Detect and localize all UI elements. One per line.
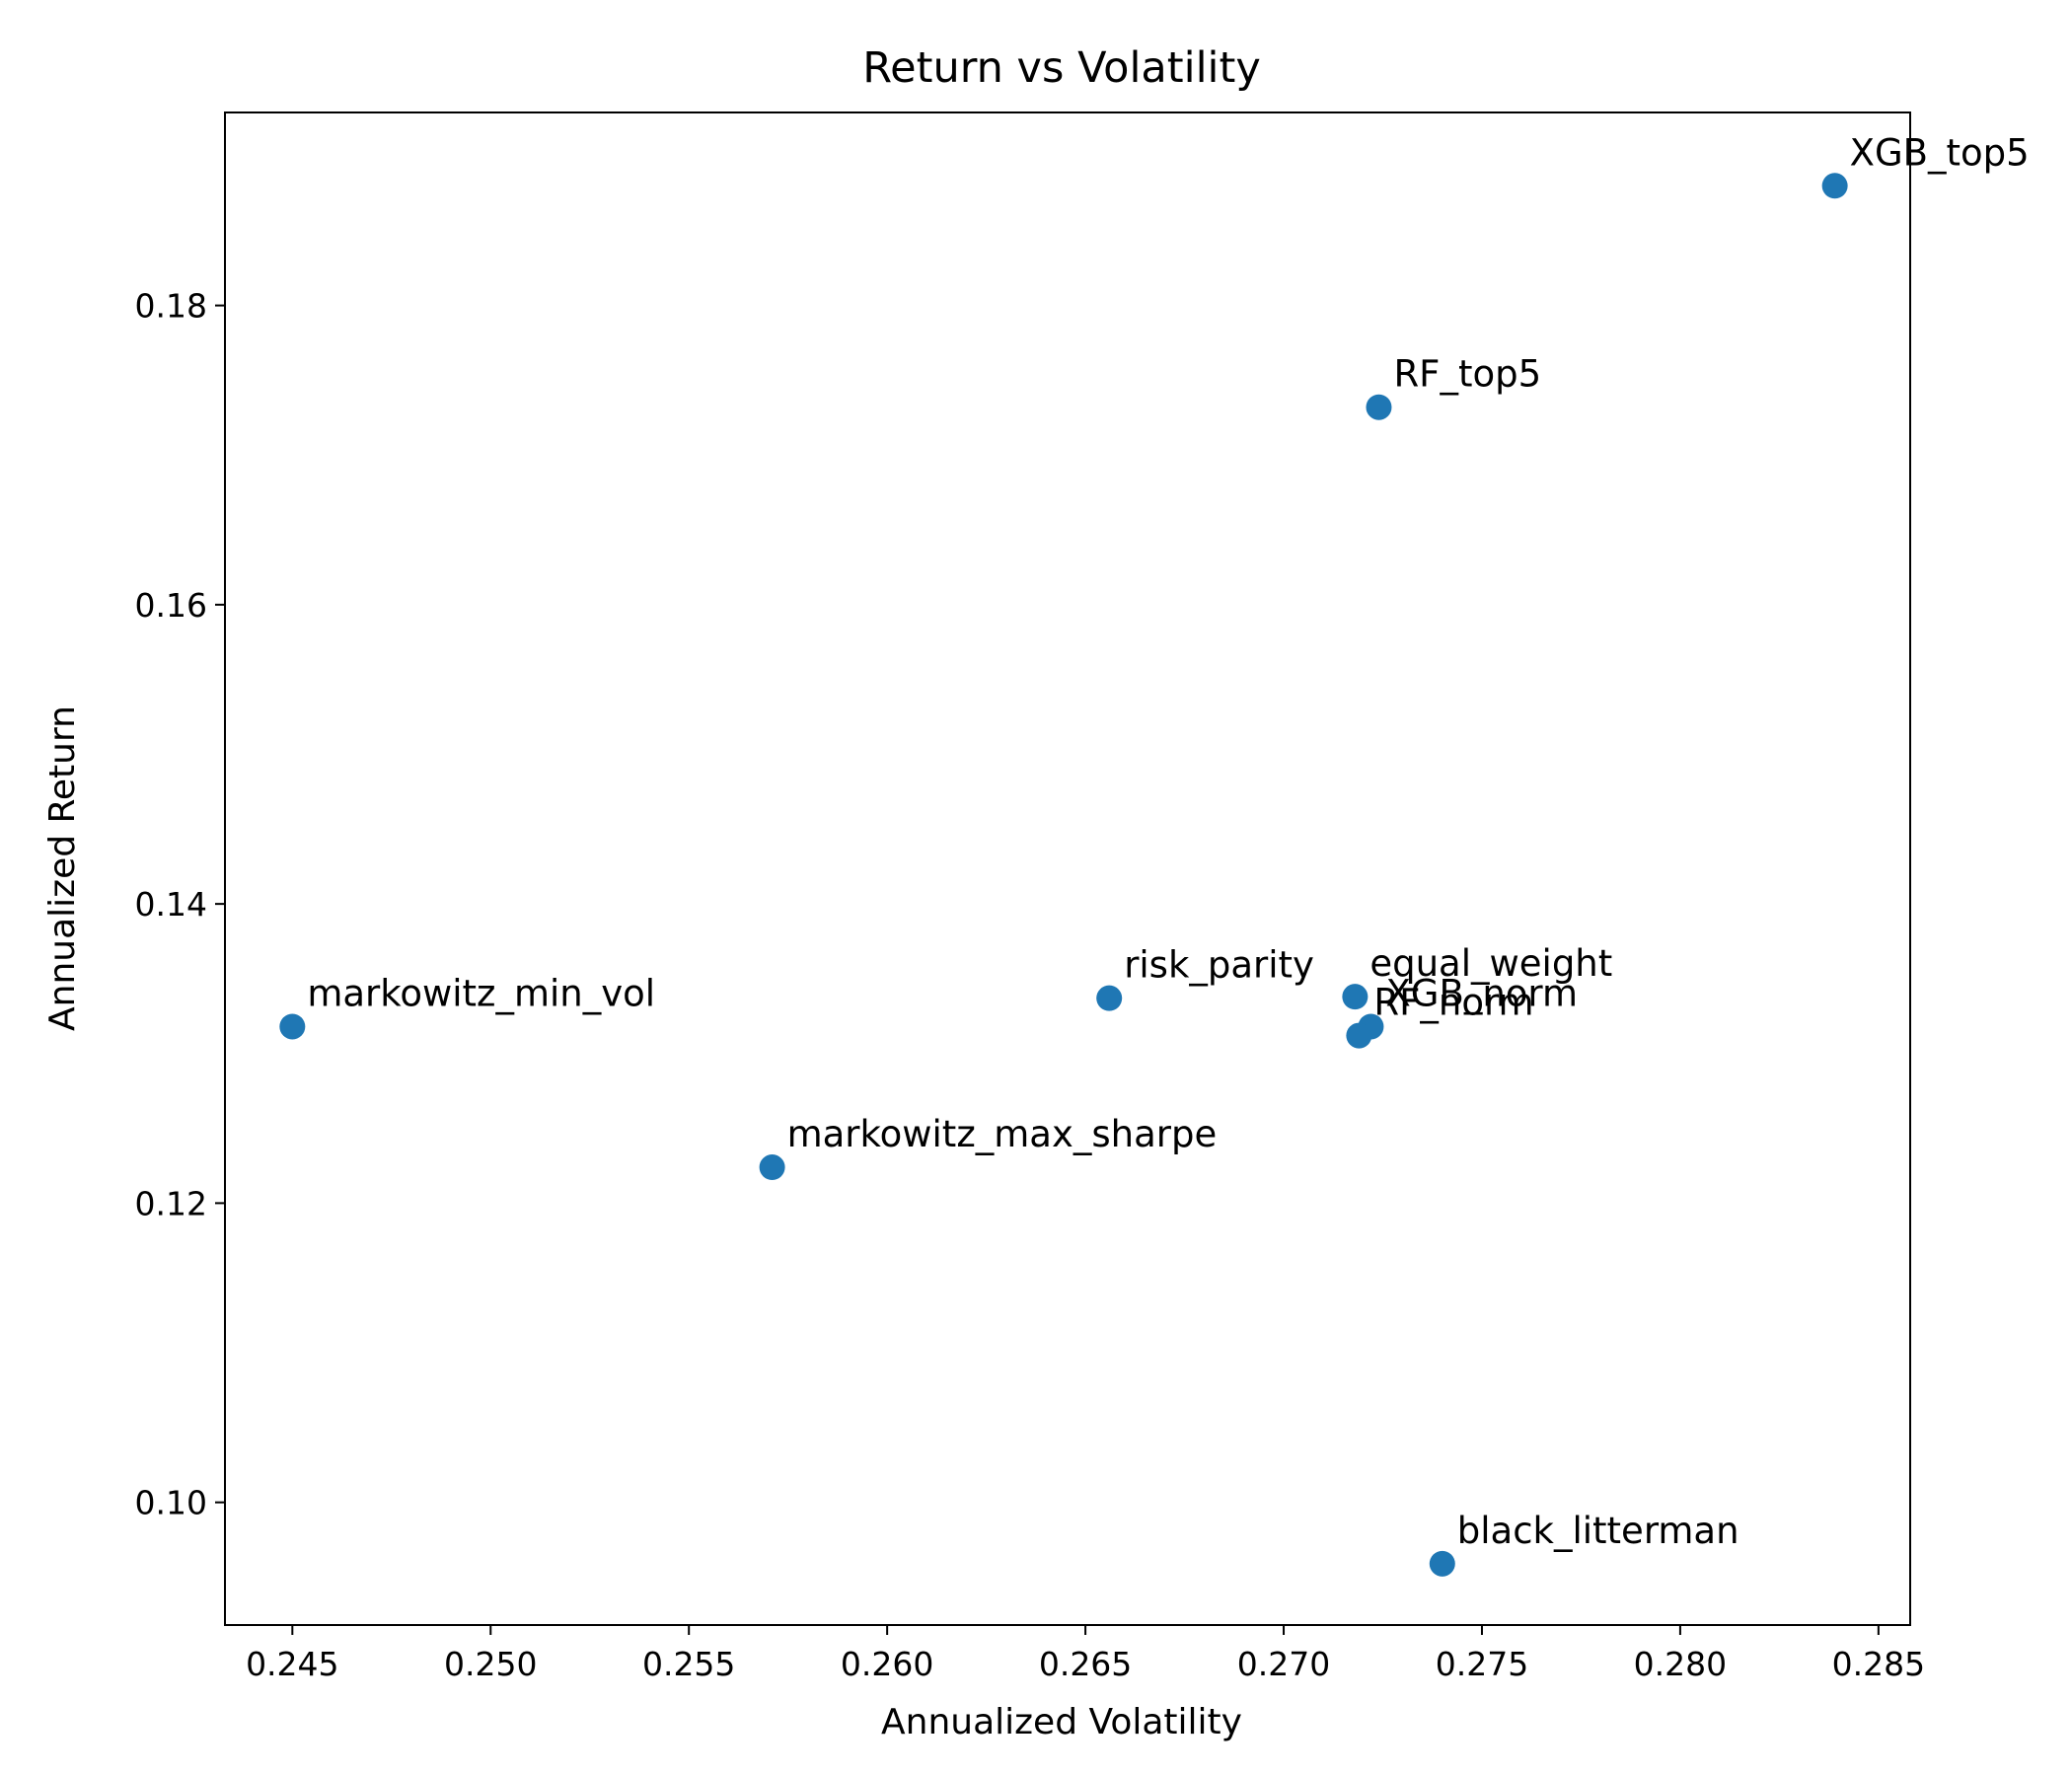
y-tick-label: 0.12 <box>135 1184 207 1222</box>
x-tick-label: 0.280 <box>1634 1645 1727 1683</box>
point-label: markowitz_max_sharpe <box>787 1113 1218 1155</box>
point-label: RF_top5 <box>1393 353 1541 396</box>
point-label: risk_parity <box>1124 944 1314 987</box>
x-tick-label: 0.265 <box>1039 1645 1132 1683</box>
x-axis-label: Annualized Volatility <box>881 1702 1242 1742</box>
x-tick-label: 0.260 <box>841 1645 933 1683</box>
scatter-point <box>1366 394 1392 420</box>
plot-frame <box>224 111 1911 1626</box>
scatter-point <box>279 1013 306 1040</box>
point-label: RF_norm <box>1373 982 1533 1024</box>
x-tick-label: 0.255 <box>642 1645 735 1683</box>
scatter-point <box>1096 985 1123 1011</box>
x-tick-label: 0.285 <box>1832 1645 1925 1683</box>
point-label: markowitz_min_vol <box>307 972 655 1014</box>
scatter-point <box>1821 173 1848 199</box>
x-tick-label: 0.275 <box>1436 1645 1528 1683</box>
y-tick-label: 0.14 <box>135 885 207 924</box>
scatter-point <box>1429 1550 1455 1577</box>
y-tick-label: 0.18 <box>135 287 207 326</box>
x-tick-label: 0.270 <box>1237 1645 1330 1683</box>
scatter-point <box>1346 1022 1372 1049</box>
chart-title: Return vs Volatility <box>862 43 1261 93</box>
point-label: black_litterman <box>1457 1510 1739 1552</box>
point-label: equal_weight <box>1369 942 1612 985</box>
y-axis-label: Annualized Return <box>42 705 83 1031</box>
scatter-point <box>1342 984 1369 1010</box>
y-tick-label: 0.10 <box>135 1484 207 1522</box>
point-label: XGB_norm <box>1385 972 1578 1014</box>
scatter-point <box>759 1154 785 1181</box>
point-label: XGB_top5 <box>1850 131 2030 174</box>
plot-area: 0.245 0.250 0.255 0.260 0.265 0.270 0.275 0.280… <box>135 111 2030 1683</box>
y-tick-label: 0.16 <box>135 586 207 625</box>
x-tick-label: 0.250 <box>444 1645 537 1683</box>
x-tick-label: 0.245 <box>246 1645 338 1683</box>
